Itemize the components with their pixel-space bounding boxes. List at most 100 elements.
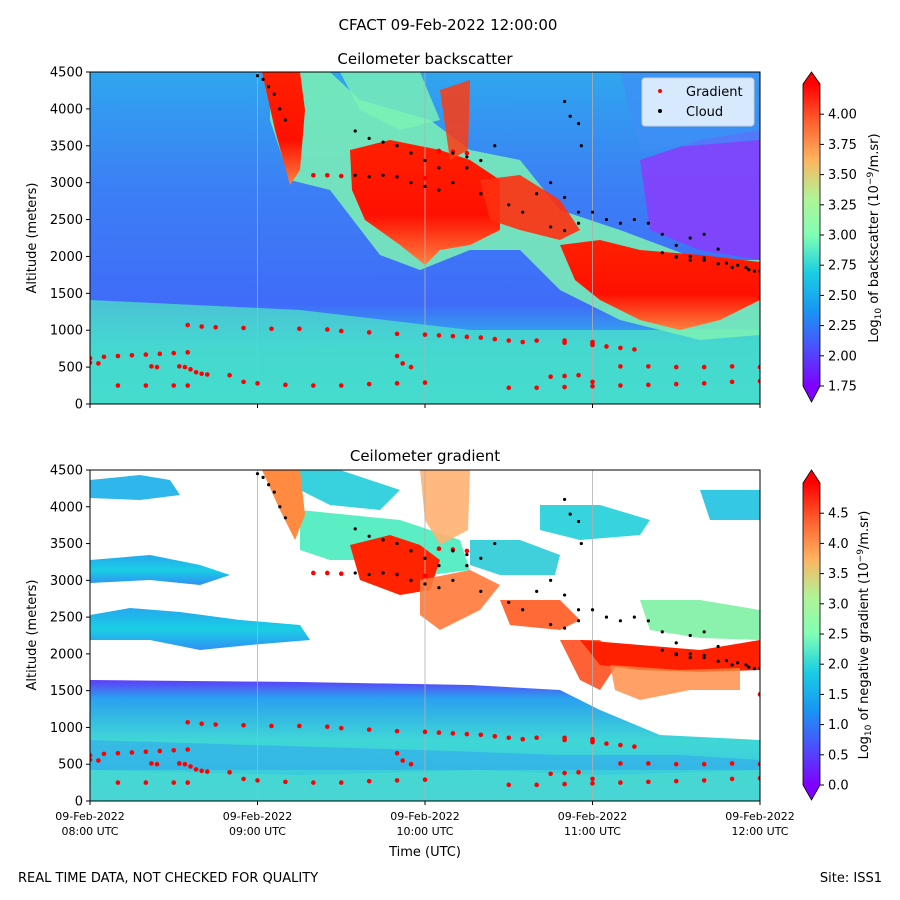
gradient-gradient-point	[115, 780, 121, 785]
gradient-gradient-point	[562, 781, 567, 787]
backscatter-gradient-point	[618, 383, 623, 388]
backscatter-cloud-point	[702, 256, 706, 260]
gradient-gradient-point	[394, 728, 400, 734]
backscatter-cloud-point	[660, 232, 664, 236]
gradient-gradient-point	[548, 771, 553, 777]
backscatter-colorbar-tick-label: 3.25	[828, 198, 857, 213]
gradient-cloud-point	[716, 659, 720, 663]
gradient-cloud-point	[568, 512, 572, 516]
gradient-colorbar-tick-label: 1.0	[828, 718, 849, 733]
gradient-cloud-point	[367, 534, 371, 538]
gradient-markers	[90, 472, 760, 788]
backscatter-ytick-label: 1500	[50, 287, 83, 302]
backscatter-cloud-point	[632, 217, 636, 222]
gradient-gradient-point	[701, 778, 707, 783]
backscatter-gradient-point	[241, 379, 246, 385]
legend-cloud-marker	[658, 109, 662, 113]
backscatter-gradient-point	[618, 345, 623, 351]
backscatter-ytick-label: 0	[75, 398, 83, 413]
backscatter-gradient-point	[324, 172, 330, 178]
gradient-cloud-point	[267, 483, 271, 487]
backscatter-colorbar-label: Log10 of backscatter (10−9/m.sr)	[866, 133, 884, 342]
backscatter-cloud-point	[507, 203, 511, 207]
backscatter-gradient-point	[422, 380, 428, 385]
footer-disclaimer: REAL TIME DATA, NOT CHECKED FOR QUALITY	[18, 871, 318, 886]
gradient-gradient-point	[534, 735, 539, 741]
backscatter-markers	[90, 74, 760, 391]
backscatter-gradient-point	[115, 353, 121, 359]
legend-gradient-label: Gradient	[686, 85, 743, 100]
backscatter-cloud-point	[562, 229, 567, 233]
backscatter-cloud-point	[730, 265, 734, 270]
backscatter-gradient-point	[188, 367, 193, 372]
gradient-gradient-point	[90, 753, 93, 758]
gradient-xtick-time: 08:00 UTC	[61, 825, 118, 838]
backscatter-colorbar-tick-label: 1.75	[828, 380, 857, 395]
backscatter-cloud-point	[590, 210, 595, 214]
backscatter-gradient-point	[562, 384, 567, 390]
backscatter-gradient-point	[450, 333, 456, 339]
backscatter-gradient-point	[590, 383, 595, 389]
gradient-cloud-point	[437, 586, 441, 590]
backscatter-cloud-point	[688, 254, 692, 259]
gradient-cloud-point	[562, 626, 567, 630]
backscatter-gradient-point	[632, 347, 637, 352]
backscatter-gradient-point	[757, 294, 760, 300]
gradient-xtick-date: 09-Feb-2022	[558, 810, 627, 823]
backscatter-gradient-point	[96, 361, 101, 366]
backscatter-gradient-point	[757, 364, 760, 370]
backscatter-gradient-point	[90, 360, 93, 365]
gradient-cloud-point	[272, 490, 276, 494]
gradient-cloud-point	[381, 538, 385, 542]
gradient-gradient-point	[101, 751, 107, 757]
gradient-colorbar-tick-label: 3.5	[828, 567, 849, 582]
backscatter-gradient-point	[185, 350, 191, 355]
backscatter-ytick-label: 2000	[50, 250, 83, 265]
backscatter-gradient-point	[185, 322, 191, 328]
gradient-gradient-point	[90, 757, 93, 763]
gradient-cloud-point	[255, 472, 260, 476]
backscatter-gradient-point	[394, 331, 400, 337]
backscatter-cloud-point	[451, 181, 455, 185]
gradient-gradient-point	[366, 778, 372, 784]
backscatter-ytick-label: 3500	[50, 139, 83, 154]
backscatter-gradient-point	[548, 374, 553, 380]
gradient-cloud-point	[702, 655, 706, 660]
backscatter-gradient-point	[255, 381, 260, 386]
backscatter-gradient-point	[338, 328, 344, 334]
gradient-colorbar-label: Log10 of negative gradient (10−9/m.sr)	[856, 511, 874, 760]
gradient-cloud-point	[730, 663, 734, 667]
backscatter-gradient-point	[213, 324, 218, 330]
gradient-gradient-point	[618, 742, 623, 748]
backscatter-gradient-point	[241, 325, 246, 331]
gradient-gradient-point	[422, 729, 428, 735]
gradient-cloud-point	[688, 652, 692, 656]
backscatter-cloud-point	[465, 166, 469, 170]
gradient-gradient-point	[324, 570, 330, 576]
backscatter-colorbar-tick-label: 3.50	[828, 168, 857, 183]
backscatter-cloud-point	[409, 181, 413, 185]
gradient-gradient-point	[590, 738, 595, 743]
gradient-cloud-point	[507, 600, 511, 605]
gradient-cloud-point	[479, 556, 483, 560]
backscatter-gradient-point	[115, 383, 121, 388]
gradient-gradient-point	[436, 546, 442, 552]
backscatter-cloud-point	[688, 236, 692, 240]
gradient-gradient-point	[729, 761, 735, 766]
gradient-xtick-time: 11:00 UTC	[564, 825, 621, 838]
backscatter-gradient-point	[576, 372, 581, 378]
gradient-colorbar-tick-label: 2.5	[828, 628, 849, 643]
gradient-cloud-point	[451, 578, 455, 582]
backscatter-gradient-point	[673, 381, 679, 387]
backscatter-colorbar-ticks: 1.75 2.00 2.25 2.50 2.75 3.00 3.25 3.50 3.75 4.00	[820, 108, 857, 395]
gradient-x-axis: 09-Feb-2022 08:00 UTC 09-Feb-2022 09:00 UTC…	[55, 801, 795, 838]
gradient-gradient-point	[757, 692, 760, 697]
backscatter-gradient-point	[182, 364, 188, 370]
backscatter-gradient-point	[204, 372, 210, 377]
backscatter-cloud-point	[646, 221, 650, 225]
gradient-gradient-point	[604, 741, 609, 746]
gradient-cloud-point	[437, 564, 441, 568]
backscatter-gradient-point	[408, 364, 414, 370]
gradient-gradient-point	[324, 724, 330, 730]
